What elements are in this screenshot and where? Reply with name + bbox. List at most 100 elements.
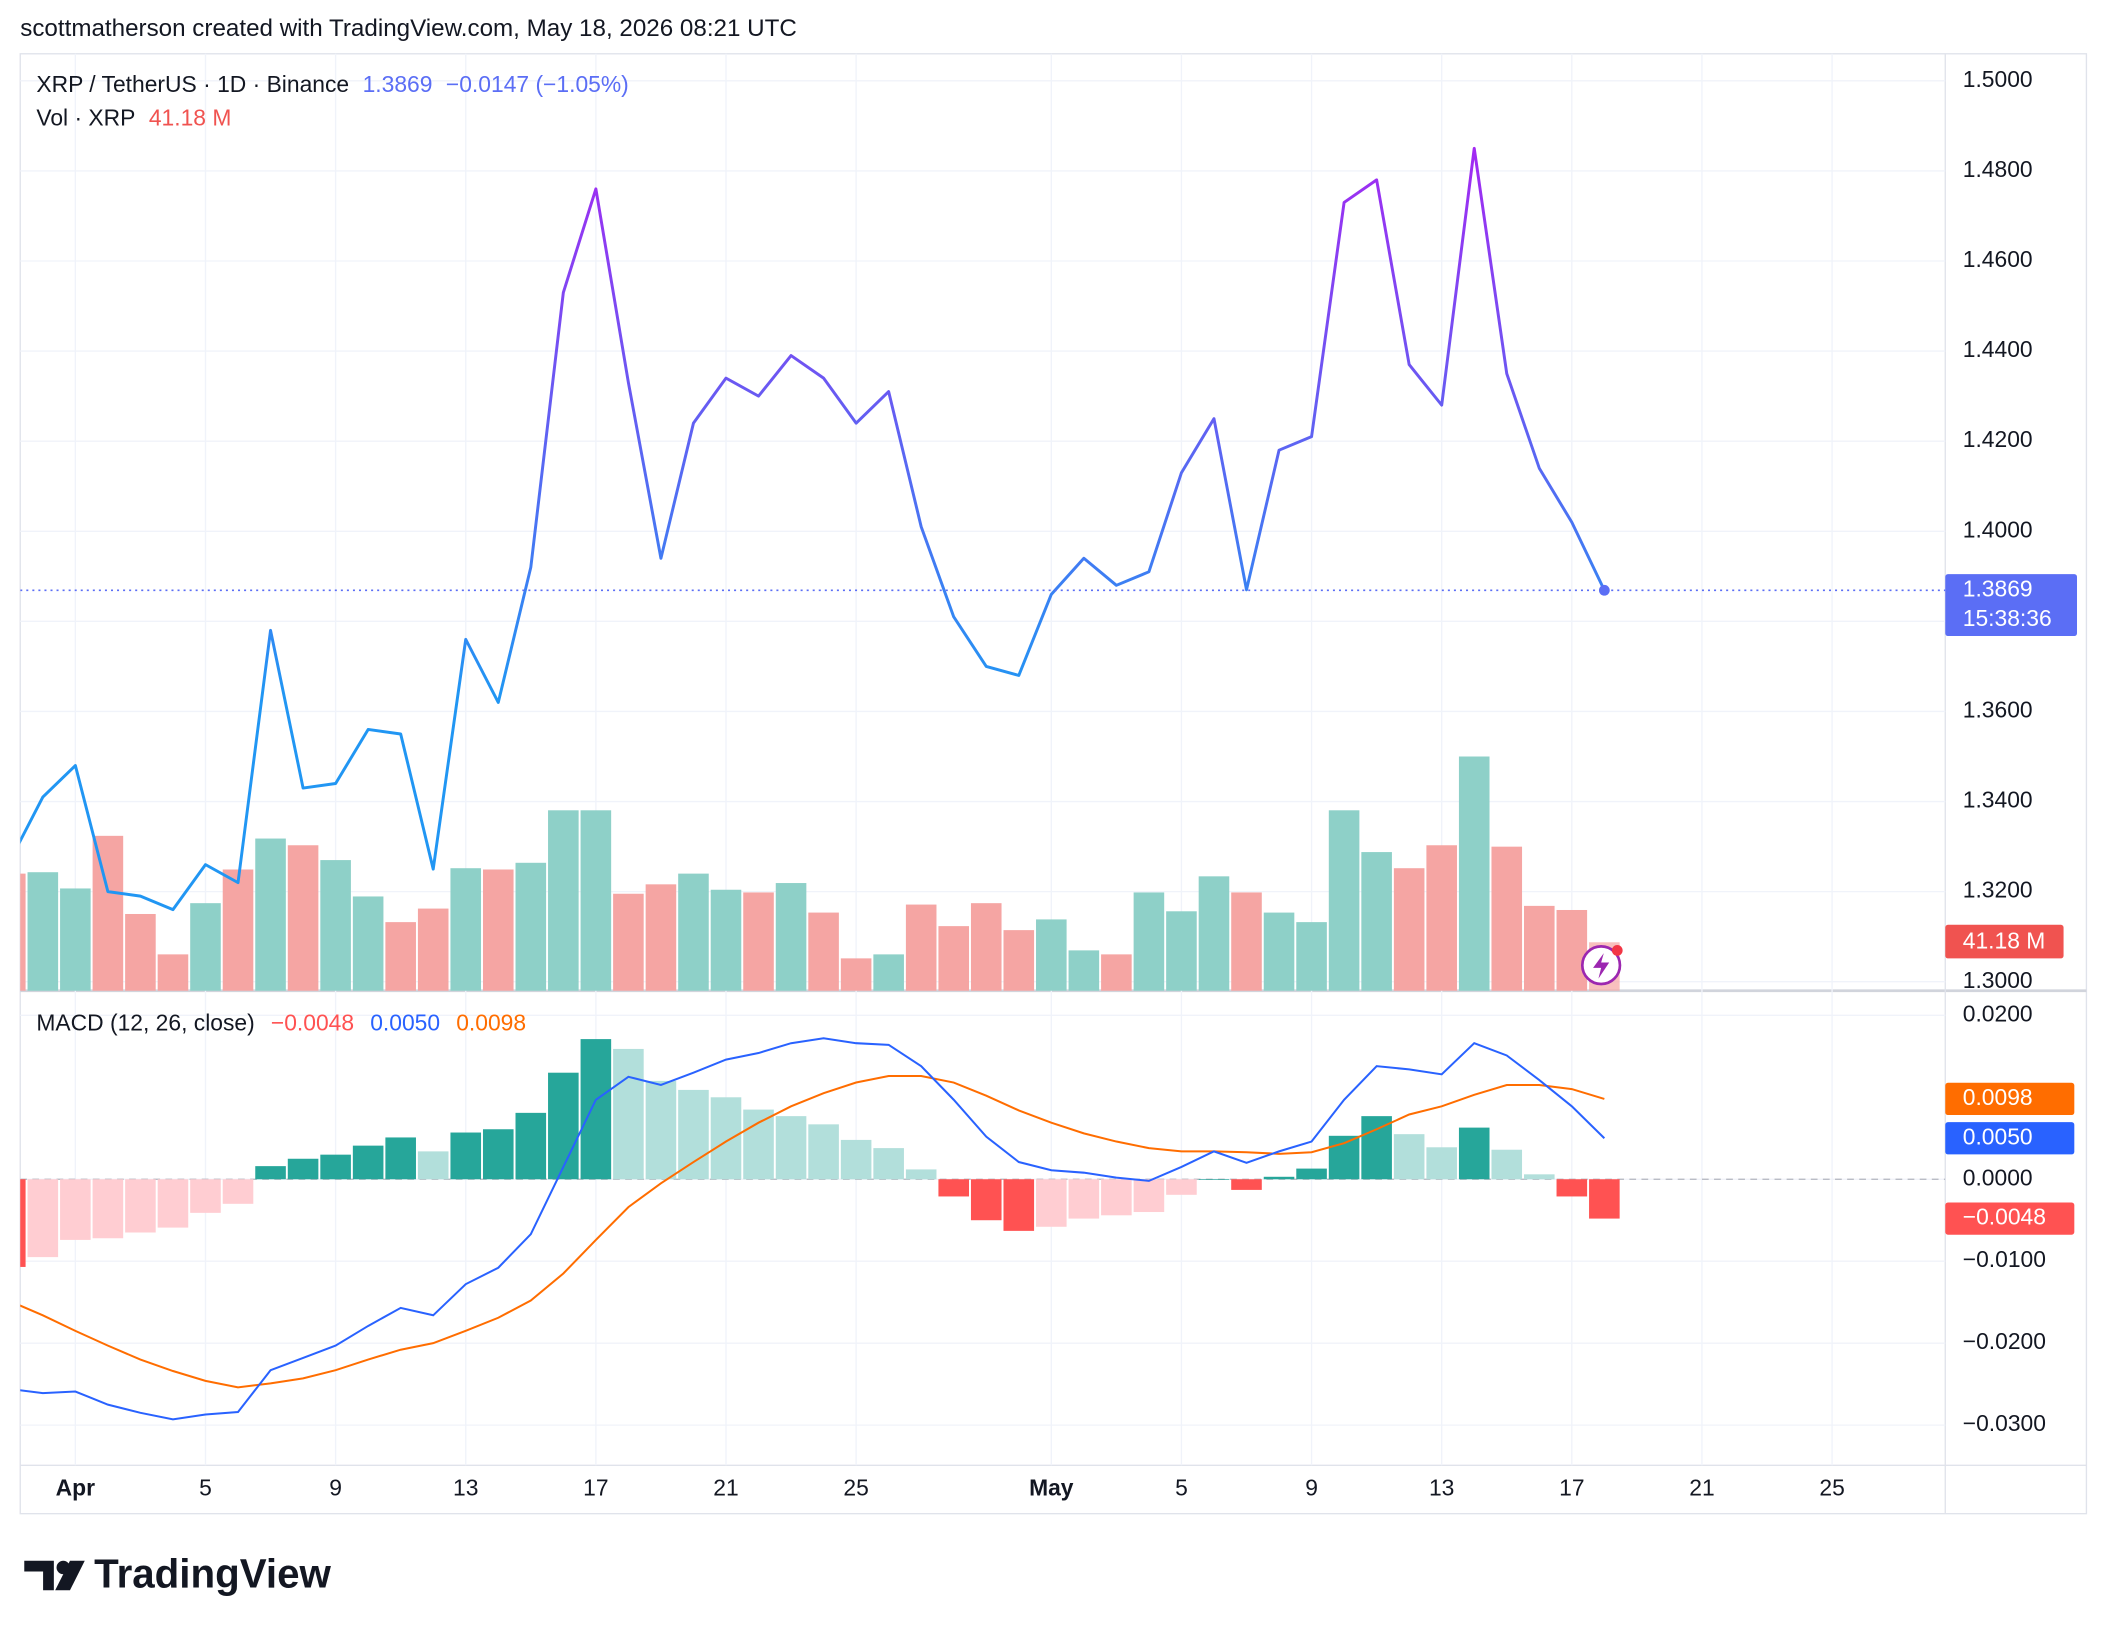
signal-line [20,1074,1605,1389]
histogram-bar [1426,1147,1457,1180]
macd-line [20,1037,1606,1421]
histogram-bar [320,1154,351,1180]
x-tick-label: 21 [713,1475,738,1501]
y-tick-label: 0.0000 [1963,1164,2033,1190]
volume-bar [1003,930,1035,991]
volume-bar [450,868,482,991]
y-tick-label: −0.0200 [1963,1328,2046,1354]
volume-bar [92,835,124,991]
last-price-dot [1598,584,1610,596]
volume-bar [1328,810,1360,991]
volume-bar [1556,909,1588,991]
plot [20,146,1946,1421]
histogram-bar [92,1179,124,1239]
histogram-bar [873,1148,904,1180]
macd-title: MACD (12, 26, close) [36,1009,254,1035]
histogram-bar [905,1169,937,1180]
alert-icon[interactable] [1580,945,1623,986]
brand-name: TradingView [94,1551,331,1597]
volume-bar [938,926,970,991]
volume-bar [320,860,351,991]
histogram-bar [1393,1134,1425,1180]
volume-bar [645,884,677,991]
histogram-bar [125,1179,156,1233]
price-change: −0.0147 (−1.05%) [446,71,629,97]
volume-bar [548,810,579,991]
volume-bar [1198,876,1230,991]
volume-bar [125,913,156,991]
volume-bar [385,922,416,991]
volume-bar [1361,852,1392,991]
histogram-bar [1491,1149,1523,1180]
volume-bar [873,954,904,991]
histogram-bar [775,1116,807,1180]
y-tick-label: −0.0100 [1963,1246,2046,1272]
histogram-bar [515,1112,547,1180]
volume-bar [1101,954,1132,991]
histogram-bar [1361,1116,1392,1180]
histogram-bar [1198,1179,1230,1180]
histogram-bar [60,1179,91,1240]
histogram-bar [1231,1179,1262,1190]
x-tick-label: 9 [1305,1475,1318,1501]
histogram-bar [222,1179,254,1204]
histogram-bar [938,1179,970,1197]
frame [19,53,2088,1515]
signal-label-box [1945,1082,2075,1116]
histogram-bar [645,1080,677,1180]
x-tick-label: 5 [1175,1475,1188,1501]
histogram-bar [1458,1127,1490,1180]
histogram-bar [1166,1179,1197,1195]
volume-bar [1263,912,1295,991]
volume-bar [710,889,742,991]
histogram-bar [548,1072,579,1180]
volume-bar [1458,756,1490,991]
last-price: 1.3869 [363,71,433,97]
volume-bar [417,908,449,991]
volume-bar [1231,892,1262,991]
volume-bar [222,869,254,991]
brand-logo: TradingView [24,1551,332,1597]
volume-bar [905,904,937,991]
histogram-bar [808,1124,839,1180]
y-tick-label: −0.0300 [1963,1410,2046,1436]
x-tick-label: 25 [843,1475,868,1501]
histogram-bar [743,1109,774,1180]
volume-bar [613,893,644,991]
volume-bar [580,810,612,991]
volume-bar [678,873,709,991]
histogram-bar [27,1179,59,1258]
signal-axis-label: 0.0098 [1963,1084,2033,1110]
header: scottmatherson created with TradingView.… [20,15,797,42]
legend: XRP / TetherUS · 1D · Binance 1.3869 −0.01… [36,71,628,1035]
histogram-bar [840,1139,872,1180]
x-tick-label: 5 [199,1475,212,1501]
y-tick-label: 1.4000 [1963,516,2033,542]
y-tick-label: 1.4400 [1963,336,2033,362]
volume-title: Vol · XRP [36,105,135,131]
y-tick-label: 1.5000 [1963,66,2033,92]
histogram-bar [1003,1179,1035,1231]
grid [20,53,1946,1466]
volume-label-box [1945,924,2064,959]
y-tick-label: 1.4600 [1963,246,2033,272]
volume-bar [352,896,384,991]
x-tick-label: 17 [583,1475,608,1501]
histogram-bar [1296,1168,1327,1180]
histogram-bar [1556,1179,1588,1197]
volume-bar [1491,846,1523,991]
price-line [20,146,1606,912]
volume-axis-label: 41.18 M [1963,927,2046,953]
macd-axis-label: 0.0050 [1963,1123,2033,1149]
volume-bar [60,888,91,991]
legend-volume: Vol · XRP 41.18 M [36,105,231,131]
countdown: 15:38:36 [1963,605,2052,631]
volume-bar [970,903,1002,991]
y-tick-label: 1.3000 [1963,967,2033,993]
volume-bar [1393,868,1425,991]
histogram-bar [20,1179,26,1267]
histogram-bar [385,1137,416,1180]
histogram-bar [255,1166,286,1180]
histogram-bar [678,1089,709,1180]
histogram-bar [190,1179,221,1213]
